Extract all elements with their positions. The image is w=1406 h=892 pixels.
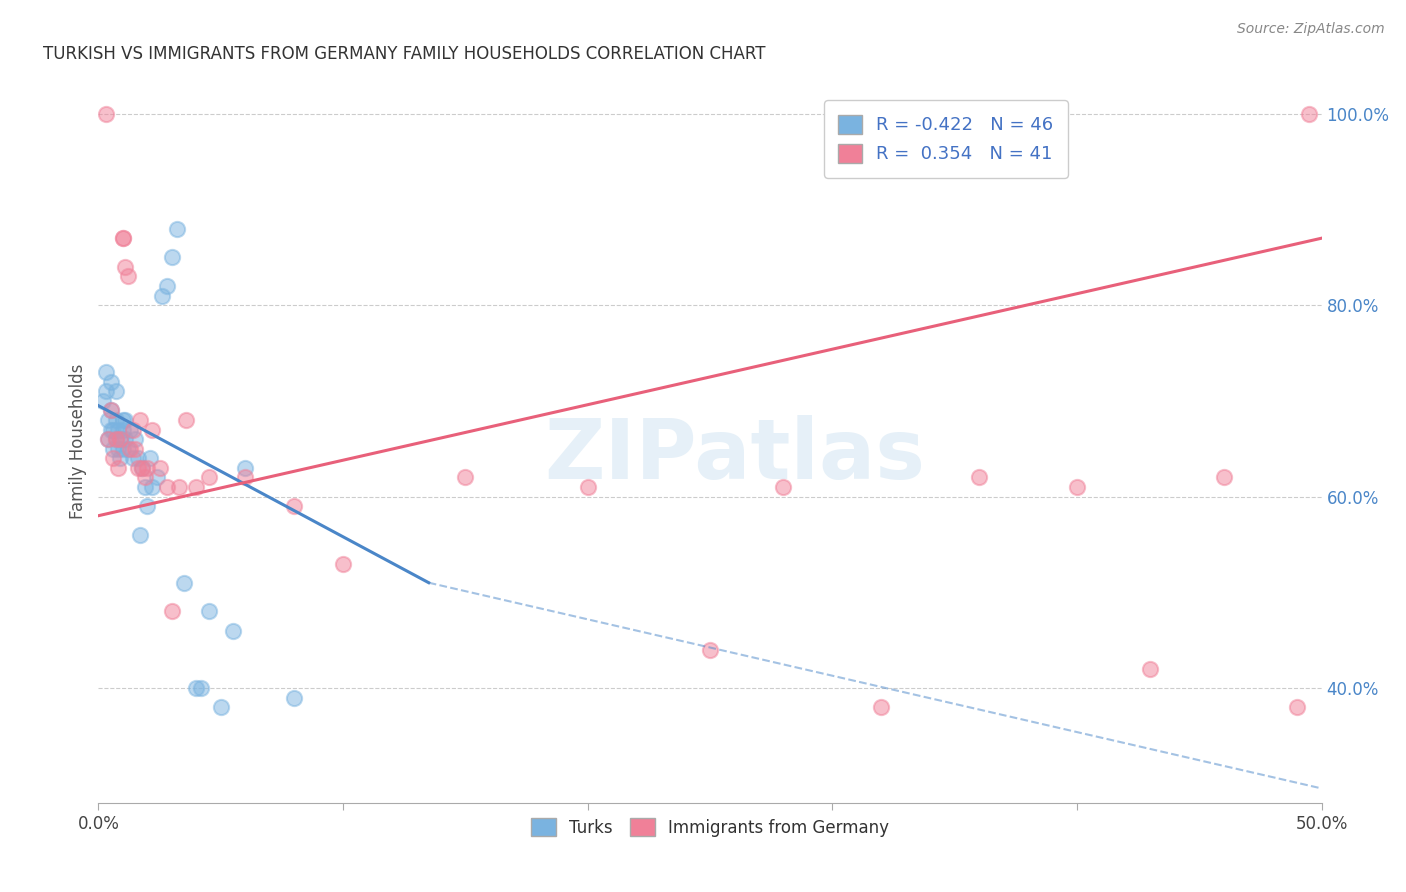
Point — [104, 413, 127, 427]
Point — [97, 432, 120, 446]
Point — [117, 269, 139, 284]
Point — [101, 423, 124, 437]
Point — [176, 413, 198, 427]
Point — [97, 413, 120, 427]
Point — [100, 423, 122, 437]
Point — [160, 604, 183, 618]
Point — [1139, 662, 1161, 676]
Point — [110, 432, 132, 446]
Point — [114, 413, 136, 427]
Point — [1212, 470, 1234, 484]
Point — [1298, 107, 1320, 121]
Point — [111, 231, 134, 245]
Point — [104, 432, 127, 446]
Point — [233, 470, 256, 484]
Point — [120, 423, 142, 437]
Text: ZIPatlas: ZIPatlas — [544, 416, 925, 497]
Point — [100, 403, 122, 417]
Point — [209, 700, 232, 714]
Y-axis label: Family Households: Family Households — [69, 364, 87, 519]
Point — [190, 681, 212, 695]
Point — [197, 470, 219, 484]
Point — [101, 442, 124, 456]
Point — [104, 384, 127, 399]
Point — [91, 393, 114, 408]
Legend: Turks, Immigrants from Germany: Turks, Immigrants from Germany — [523, 810, 897, 845]
Point — [101, 451, 124, 466]
Point — [454, 470, 477, 484]
Point — [576, 480, 599, 494]
Point — [94, 107, 117, 121]
Point — [136, 461, 159, 475]
Point — [167, 480, 190, 494]
Point — [134, 480, 156, 494]
Point — [156, 279, 179, 293]
Point — [120, 442, 142, 456]
Point — [100, 375, 122, 389]
Point — [107, 423, 129, 437]
Point — [110, 432, 132, 446]
Text: TURKISH VS IMMIGRANTS FROM GERMANY FAMILY HOUSEHOLDS CORRELATION CHART: TURKISH VS IMMIGRANTS FROM GERMANY FAMIL… — [44, 45, 766, 63]
Point — [111, 442, 134, 456]
Point — [1286, 700, 1309, 714]
Point — [141, 423, 163, 437]
Point — [124, 442, 146, 456]
Point — [156, 480, 179, 494]
Point — [160, 250, 183, 264]
Point — [131, 461, 153, 475]
Point — [111, 423, 134, 437]
Point — [117, 442, 139, 456]
Point — [146, 470, 169, 484]
Point — [121, 451, 143, 466]
Point — [1066, 480, 1088, 494]
Point — [233, 461, 256, 475]
Point — [131, 461, 153, 475]
Point — [127, 451, 149, 466]
Point — [111, 231, 134, 245]
Point — [114, 260, 136, 274]
Point — [104, 432, 127, 446]
Point — [139, 451, 162, 466]
Point — [141, 480, 163, 494]
Point — [100, 403, 122, 417]
Point — [186, 480, 208, 494]
Point — [124, 432, 146, 446]
Point — [134, 470, 156, 484]
Point — [173, 575, 195, 590]
Point — [111, 413, 134, 427]
Point — [129, 528, 152, 542]
Point — [114, 432, 136, 446]
Point — [94, 384, 117, 399]
Point — [107, 461, 129, 475]
Point — [186, 681, 208, 695]
Point — [967, 470, 990, 484]
Point — [129, 413, 152, 427]
Point — [97, 432, 120, 446]
Point — [110, 451, 132, 466]
Point — [870, 700, 893, 714]
Point — [283, 690, 305, 705]
Point — [121, 423, 143, 437]
Point — [94, 365, 117, 379]
Point — [197, 604, 219, 618]
Point — [772, 480, 794, 494]
Point — [699, 642, 721, 657]
Point — [107, 442, 129, 456]
Point — [166, 221, 188, 235]
Point — [332, 557, 354, 571]
Point — [283, 499, 305, 513]
Text: Source: ZipAtlas.com: Source: ZipAtlas.com — [1237, 22, 1385, 37]
Point — [127, 461, 149, 475]
Point — [136, 499, 159, 513]
Point — [222, 624, 245, 638]
Point — [150, 288, 173, 302]
Point — [149, 461, 172, 475]
